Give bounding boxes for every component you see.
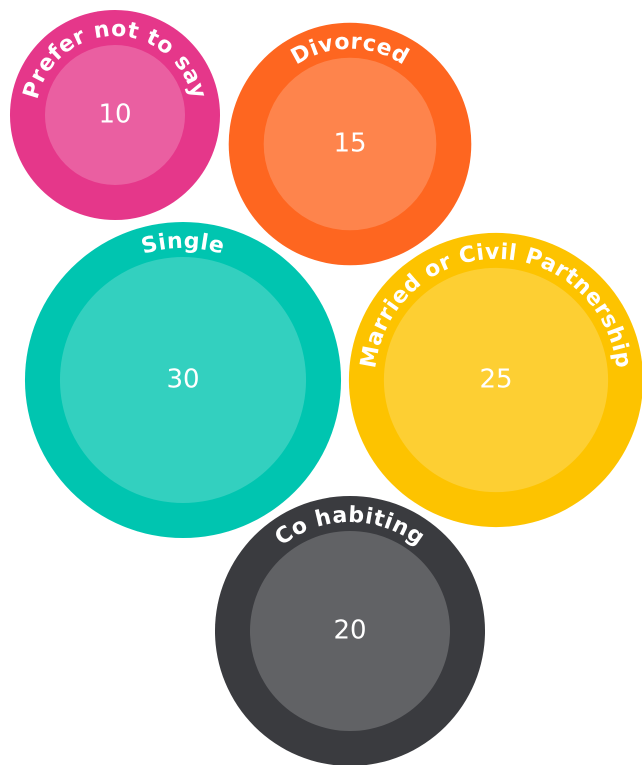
bubble-value: 30 <box>166 365 199 395</box>
bubble-inner <box>44 44 186 186</box>
bubble <box>24 221 342 539</box>
bubble-value: 15 <box>333 129 366 159</box>
bubble <box>228 22 472 266</box>
bubble-inner <box>249 530 451 732</box>
bubble <box>9 9 221 221</box>
bubble <box>215 496 485 765</box>
bubble-value: 20 <box>333 616 366 646</box>
bubble-inner <box>59 256 307 504</box>
bubble-value: 10 <box>98 100 131 130</box>
bubble-inner <box>263 57 437 231</box>
bubble <box>348 232 642 528</box>
bubble-value: 25 <box>479 365 512 395</box>
bubble-inner <box>383 267 609 493</box>
